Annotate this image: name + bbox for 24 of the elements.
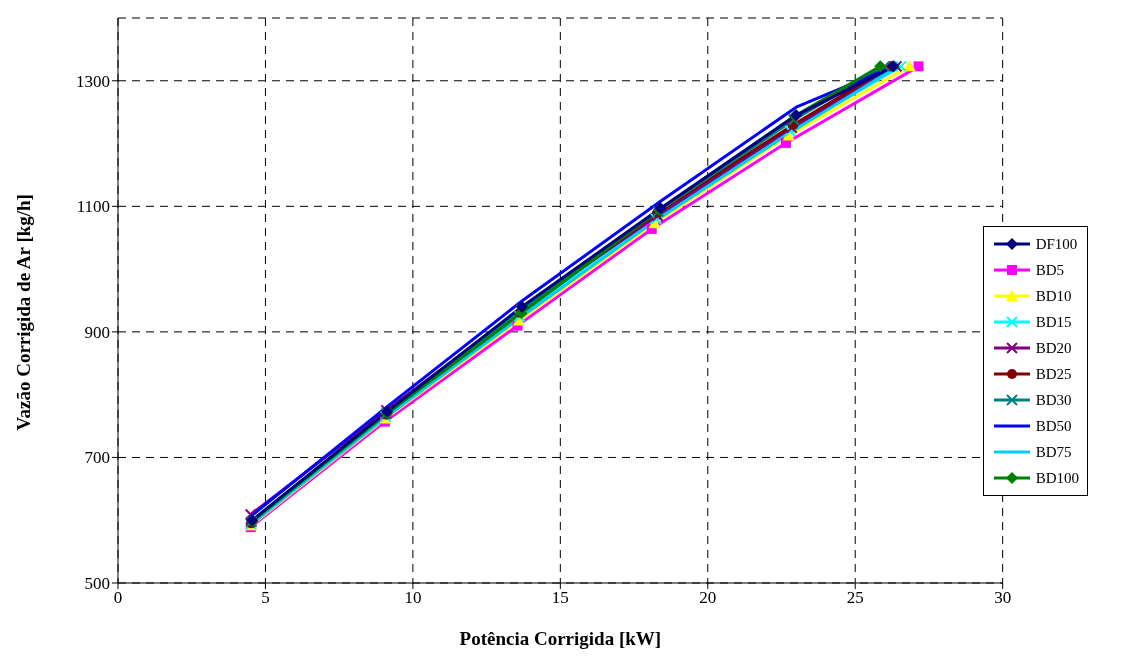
legend-label: BD25 (1035, 365, 1072, 383)
legend-label: DF100 (1035, 235, 1078, 253)
x-axis-title: Potência Corrigida [kW] (459, 628, 662, 649)
y-tick-label: 500 (84, 574, 110, 594)
legend-label: BD5 (1035, 261, 1064, 279)
legend-label: BD100 (1035, 469, 1079, 487)
legend-label: BD15 (1035, 313, 1072, 331)
legend-label: BD75 (1035, 443, 1072, 461)
legend-label: BD30 (1035, 391, 1072, 409)
x-tick-label: 25 (846, 588, 864, 608)
x-tick-label: 0 (113, 588, 123, 608)
y-axis-title: Vazão Corrigida de Ar [kg/h] (12, 194, 34, 431)
y-tick-label: 1100 (76, 197, 110, 217)
y-tick-label: 1300 (76, 71, 110, 91)
x-tick-label: 10 (404, 588, 422, 608)
legend-label: BD10 (1035, 287, 1072, 305)
x-tick-label: 5 (261, 588, 270, 608)
y-tick-label: 900 (84, 322, 110, 342)
x-tick-label: 20 (699, 588, 717, 608)
x-tick-label: 15 (551, 588, 569, 608)
x-tick-label: 30 (994, 588, 1012, 608)
legend-label: BD50 (1035, 417, 1072, 435)
y-tick-label: 700 (84, 448, 110, 468)
legend-label: BD20 (1035, 339, 1072, 357)
